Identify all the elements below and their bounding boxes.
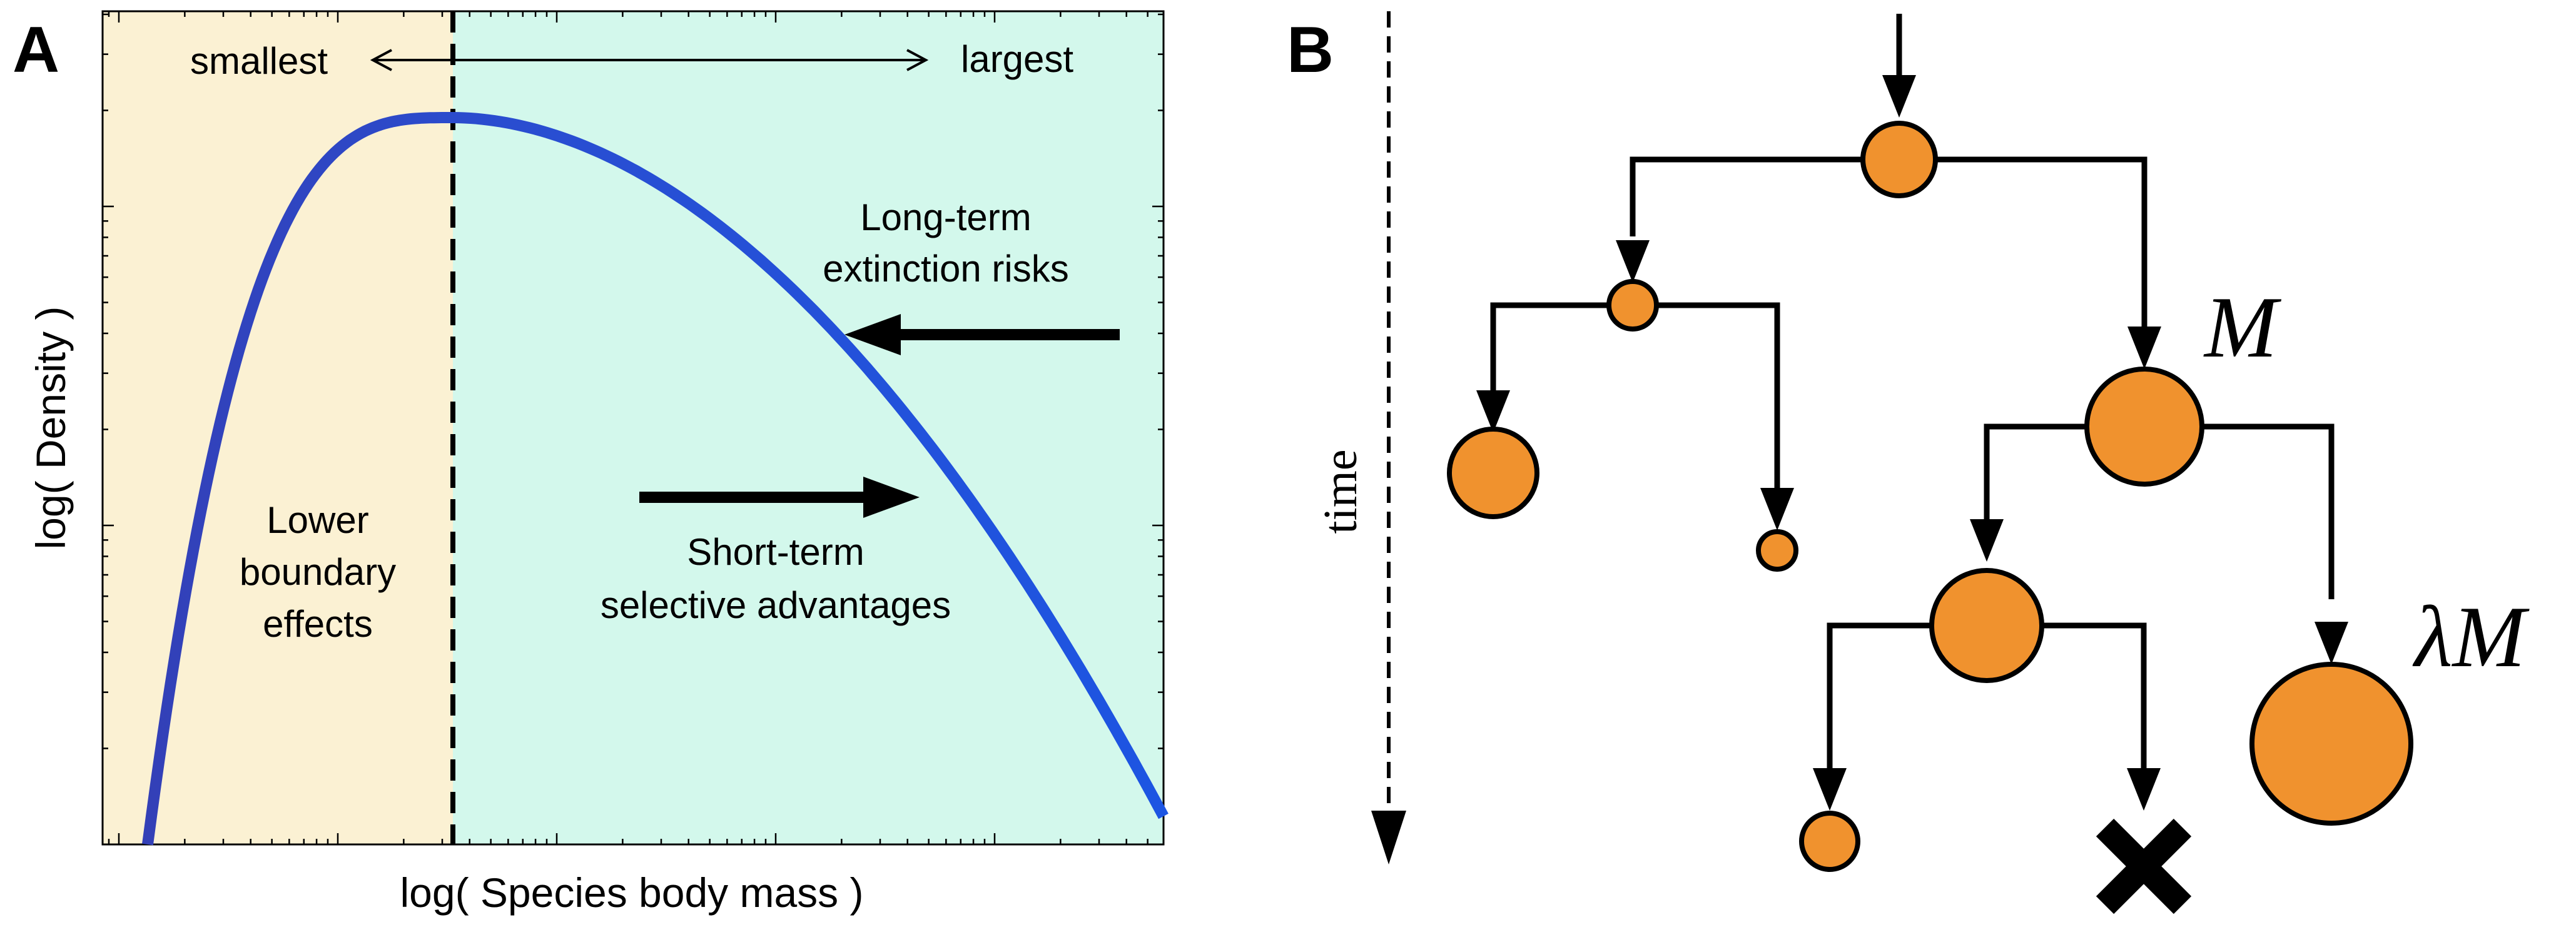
short-term-arrow: [639, 477, 920, 518]
species-node-m: [2084, 367, 2204, 487]
arrowhead-bottom-left: [1813, 768, 1847, 811]
panel-b: B time: [1287, 11, 2530, 914]
body-mass-distribution-curve: [142, 112, 1169, 846]
long-term-text: Long-term extinction risks: [823, 196, 1068, 290]
large-mass-region: [453, 11, 1164, 844]
arrowhead-left: [1616, 240, 1650, 283]
arrowhead-left-left: [1476, 390, 1510, 433]
arrowhead-root: [1882, 75, 1916, 118]
arrowhead-mid: [1970, 519, 2004, 562]
largest-label: largest: [961, 38, 1073, 80]
small-mass-region: [103, 11, 453, 844]
species-node-left: [1606, 279, 1659, 332]
arrowhead-m: [2127, 327, 2161, 369]
short-term-line-2: selective advantages: [601, 584, 951, 626]
long-term-line-1: Long-term: [860, 196, 1031, 238]
phylogeny-arrowheads: [1476, 75, 2348, 811]
arrowhead-lambda: [2315, 622, 2348, 664]
smallest-largest-arrow: [370, 49, 929, 71]
plot-frame: [101, 10, 1165, 846]
species-node-left-left: [1447, 427, 1539, 519]
species-node-root: [1860, 121, 1938, 198]
extinction-cross-icon: [2096, 818, 2192, 914]
arrowhead-left-right: [1760, 488, 1794, 530]
x-axis-label: log( Species body mass ): [400, 869, 864, 916]
phylogeny-nodes: [1447, 121, 2413, 872]
long-term-line-2: extinction risks: [823, 248, 1068, 290]
lower-boundary-text: Lower boundary effects: [240, 499, 396, 645]
species-node-lambda-m: [2249, 662, 2413, 826]
panel-b-label: B: [1287, 14, 1334, 86]
short-term-text: Short-term selective advantages: [601, 531, 951, 626]
panel-a: A smallest largest Lower boundary effect…: [13, 10, 1169, 916]
long-term-arrow: [844, 314, 1120, 355]
parent-mass-label: M: [2203, 279, 2282, 376]
arrowhead-extinct: [2127, 768, 2161, 811]
lower-boundary-line-1: Lower: [266, 499, 368, 541]
time-label: time: [1314, 449, 1367, 534]
y-axis-label: log( Density ): [28, 306, 74, 550]
species-node-bottom-left: [1799, 811, 1860, 872]
species-node-mid: [1929, 568, 2044, 683]
lower-boundary-line-2: boundary: [240, 551, 396, 593]
smallest-label: smallest: [190, 40, 328, 82]
species-node-left-right: [1756, 529, 1798, 572]
descendant-mass-label: λM: [2412, 589, 2530, 686]
time-arrow: [1371, 11, 1406, 864]
short-term-line-1: Short-term: [687, 531, 864, 573]
phylogeny-edges: [1490, 14, 2335, 771]
lower-boundary-line-3: effects: [263, 603, 373, 645]
panel-a-label: A: [13, 14, 59, 86]
